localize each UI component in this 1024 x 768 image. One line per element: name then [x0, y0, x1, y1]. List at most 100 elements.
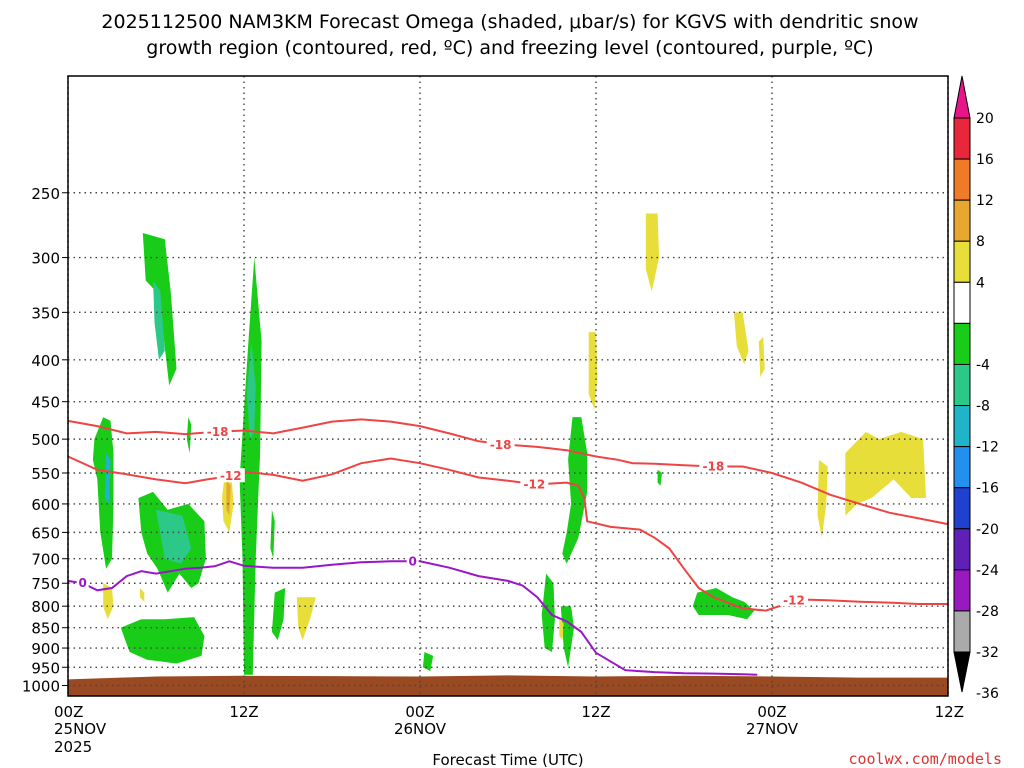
y-tick-label-500: 500	[31, 431, 60, 449]
contour-label-freezing-level-1: 0	[408, 554, 416, 568]
colorbar-bin-0	[953, 117, 971, 160]
colorbar-label-3: 8	[976, 234, 985, 250]
omega-region-descent-col-8-core	[226, 479, 231, 516]
omega-region-descent-high-47	[758, 336, 765, 378]
y-tick-label-800: 800	[31, 598, 60, 616]
y-tick-label-250: 250	[31, 185, 60, 203]
colorbar-label-9: -20	[976, 522, 999, 538]
omega-region-descent-col-51	[817, 459, 828, 538]
omega-region-descent-low-16	[296, 597, 316, 641]
y-tick-label-1000: 1000	[22, 677, 60, 695]
y-tick-label-450: 450	[31, 394, 60, 412]
pressure-gridlines	[67, 76, 949, 696]
colorbar-label-7: -12	[976, 440, 999, 456]
contour-label-bg-dendritic-lower-0	[216, 468, 245, 483]
colorbar-label-4: 4	[976, 275, 985, 291]
colorbar-bin-12	[953, 610, 971, 653]
contour-freezing-level	[67, 560, 758, 676]
x-axis-label: Forecast Time (UTC)	[432, 751, 583, 768]
omega-region-ascent-dot-25	[422, 652, 434, 671]
colorbar-below-arrow	[953, 651, 971, 693]
omega-region-ascent-low-west	[120, 617, 205, 664]
colorbar-label-12: -32	[976, 645, 999, 661]
colorbar-label-8: -16	[976, 481, 999, 497]
omega-region-ascent-spine-core	[246, 341, 256, 440]
omega-region-ascent-strip-15	[271, 588, 286, 641]
colorbar-bin-6	[953, 363, 971, 407]
colorbar-bin-8	[953, 446, 971, 489]
omega-region-descent-high-40	[645, 213, 660, 292]
colorbar-label-2: 12	[976, 193, 994, 209]
colorbar-bin-1	[953, 158, 971, 201]
y-tick-label-750: 750	[31, 575, 60, 593]
y-tick-label-400: 400	[31, 352, 60, 370]
contour-dendritic-upper	[67, 418, 949, 526]
y-tick-label-600: 600	[31, 496, 60, 514]
contour-label-bg-dendritic-lower-1	[520, 476, 549, 491]
omega-region-descent-col-35	[588, 332, 598, 410]
contour-label-dendritic-upper-1: -18	[490, 438, 512, 452]
omega-region-descent-low-1	[103, 583, 114, 620]
y-tick-label-300: 300	[31, 250, 60, 268]
contour-label-dendritic-upper-2: -18	[702, 459, 724, 473]
colorbar-label-10: -24	[976, 563, 999, 579]
omega-region-ascent-col-a-core	[104, 453, 111, 504]
x-tick-date-2: 26NOV	[394, 720, 447, 738]
colorbar-label-1: 16	[976, 152, 994, 168]
omega-region-ascent-col-b-core	[153, 280, 165, 360]
x-tick-label-1: 12Z	[229, 703, 258, 721]
omega-region-ascent-dot-40	[657, 469, 662, 486]
x-tick-year-0: 2025	[54, 738, 92, 756]
chart-title-line1: 2025112500 NAM3KM Forecast Omega (shaded…	[101, 11, 918, 33]
colorbar-bin-5	[953, 322, 971, 365]
contour-label-freezing-level-0: 0	[78, 576, 86, 590]
x-tick-date-4: 27NOV	[746, 720, 799, 738]
x-tick-label-0: 00Z	[54, 703, 83, 721]
x-tick-label-3: 12Z	[581, 703, 610, 721]
contour-label-bg-freezing-level-1	[406, 553, 419, 568]
y-tick-label-950: 950	[31, 659, 60, 677]
omega-region-ascent-thread-8	[186, 417, 192, 454]
x-tick-label-2: 00Z	[405, 703, 434, 721]
colorbar-bin-11	[953, 569, 971, 612]
colorbar-bin-4	[953, 281, 971, 324]
y-tick-label-700: 700	[31, 551, 60, 569]
omega-region-descent-east	[845, 431, 926, 516]
plot-frame	[67, 75, 949, 697]
contour-label-dendritic-upper-0: -18	[207, 425, 229, 439]
pressure-axis: 250 300 350 400 450 500 550 600 650 700 750 800 850 9…	[22, 185, 68, 695]
colorbar-bin-10	[953, 528, 971, 571]
omega-colorbar: 20 16 12 8 4 -4 -8 -12 -16 -20 -24 -28 -32 -36	[953, 75, 999, 702]
colorbar-label-13: -36	[976, 686, 999, 702]
chart-title-line2: growth region (contoured, red, ºC) and f…	[146, 37, 873, 59]
omega-region-descent-dot-33	[559, 619, 564, 641]
colorbar-label-6: -8	[976, 399, 990, 415]
colorbar-label-5: -4	[976, 357, 990, 373]
omega-region-ascent-strip-14	[270, 509, 275, 559]
y-tick-label-900: 900	[31, 640, 60, 658]
contour-label-dendritic-lower-0: -12	[220, 469, 242, 483]
x-tick-date-0: 25NOV	[54, 720, 107, 738]
contour-label-bg-dendritic-upper-1	[486, 436, 515, 451]
omega-region-ascent-col-mid3	[560, 606, 574, 668]
contour-label-bg-freezing-level-0	[76, 575, 89, 590]
contour-label-bg-dendritic-upper-2	[699, 458, 728, 473]
omega-region-ascent-col-mid	[541, 573, 555, 652]
colorbar-above-arrow	[953, 75, 971, 119]
omega-region-ascent-blob-east	[692, 588, 755, 620]
colorbar-bin-2	[953, 199, 971, 242]
colorbar-bin-7	[953, 405, 971, 448]
colorbar-label-11: -28	[976, 604, 999, 620]
y-tick-label-550: 550	[31, 465, 60, 483]
site-credit: coolwx.com/models	[848, 750, 1002, 768]
x-tick-label-4: 00Z	[757, 703, 786, 721]
contour-label-dendritic-lower-1: -12	[524, 477, 546, 491]
omega-region-ascent-col-c-core	[156, 509, 192, 564]
y-tick-label-850: 850	[31, 620, 60, 638]
omega-region-descent-high-45	[733, 312, 749, 365]
colorbar-label-0: 20	[976, 111, 994, 127]
contour-label-dendritic-lower-2: -12	[783, 593, 805, 607]
omega-region-ascent-col-a	[92, 417, 114, 569]
omega-region-ascent-spine	[239, 257, 262, 675]
